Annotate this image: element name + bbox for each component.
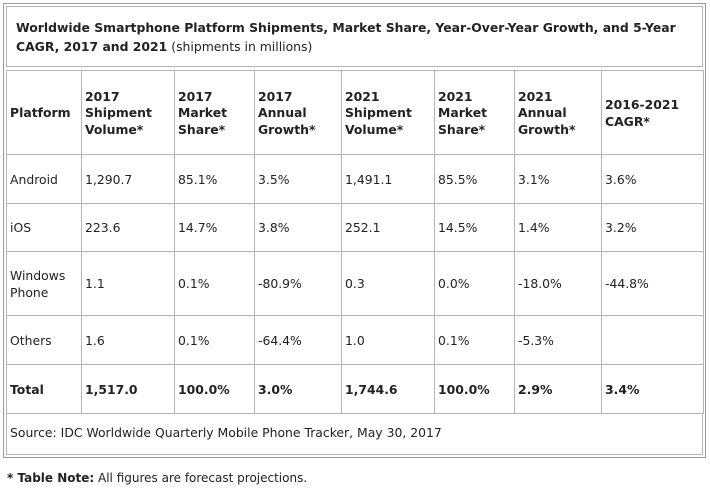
table-cell: -5.3% xyxy=(514,315,602,365)
table-cell: 1,491.1 xyxy=(341,154,435,204)
title-box: Worldwide Smartphone Platform Shipments,… xyxy=(6,6,703,67)
table-cell: Total xyxy=(6,364,82,414)
table-cell: 3.5% xyxy=(254,154,342,204)
source-box: Source: IDC Worldwide Quarterly Mobile P… xyxy=(6,413,703,455)
table-cell: 3.2% xyxy=(601,203,704,252)
table-cell: 1.4% xyxy=(514,203,602,252)
table-title-units: (shipments in millions) xyxy=(171,39,313,54)
header-cell: 2016-2021 CAGR* xyxy=(601,70,704,155)
table-cell: Others xyxy=(6,315,82,365)
table-cell: 3.0% xyxy=(254,364,342,414)
source-text: Source: IDC Worldwide Quarterly Mobile P… xyxy=(10,425,442,440)
table-cell: -44.8% xyxy=(601,251,704,316)
table-cell xyxy=(601,315,704,365)
header-cell: 2021 Annual Growth* xyxy=(514,70,602,155)
table-cell: 1.1 xyxy=(81,251,175,316)
table-row: iOS 223.6 14.7% 3.8% 252.1 14.5% 1.4% 3.… xyxy=(6,203,704,252)
table-cell: 0.0% xyxy=(434,251,515,316)
table-cell: iOS xyxy=(6,203,82,252)
table-cell: -80.9% xyxy=(254,251,342,316)
table-cell: Android xyxy=(6,154,82,204)
table-note: * Table Note: All figures are forecast p… xyxy=(7,471,307,485)
table-row: Others 1.6 0.1% -64.4% 1.0 0.1% -5.3% xyxy=(6,315,704,365)
table-cell: 1,290.7 xyxy=(81,154,175,204)
table-cell: -64.4% xyxy=(254,315,342,365)
table-cell: Windows Phone xyxy=(6,251,82,316)
table-cell: 1.0 xyxy=(341,315,435,365)
table-row: Windows Phone 1.1 0.1% -80.9% 0.3 0.0% -… xyxy=(6,251,704,316)
header-row: Platform 2017 Shipment Volume* 2017 Mark… xyxy=(6,70,704,155)
table-cell: 0.1% xyxy=(174,315,255,365)
total-row: Total 1,517.0 100.0% 3.0% 1,744.6 100.0%… xyxy=(6,364,704,414)
table-cell: 1.6 xyxy=(81,315,175,365)
table-cell: 3.1% xyxy=(514,154,602,204)
header-cell: 2017 Annual Growth* xyxy=(254,70,342,155)
header-cell: 2021 Market Share* xyxy=(434,70,515,155)
header-cell: Platform xyxy=(6,70,82,155)
header-cell: 2021 Shipment Volume* xyxy=(341,70,435,155)
table-cell: 3.4% xyxy=(601,364,704,414)
table-cell: 3.6% xyxy=(601,154,704,204)
table-cell: -18.0% xyxy=(514,251,602,316)
table-cell: 14.5% xyxy=(434,203,515,252)
table-row: Android 1,290.7 85.1% 3.5% 1,491.1 85.5%… xyxy=(6,154,704,204)
table-frame xyxy=(3,3,706,458)
header-cell: 2017 Shipment Volume* xyxy=(81,70,175,155)
table-cell: 2.9% xyxy=(514,364,602,414)
table-cell: 1,744.6 xyxy=(341,364,435,414)
table-cell: 3.8% xyxy=(254,203,342,252)
table-cell: 0.1% xyxy=(174,251,255,316)
table-cell: 14.7% xyxy=(174,203,255,252)
header-cell: 2017 Market Share* xyxy=(174,70,255,155)
shipments-table: Platform 2017 Shipment Volume* 2017 Mark… xyxy=(6,70,704,414)
table-cell: 0.3 xyxy=(341,251,435,316)
table-cell: 0.1% xyxy=(434,315,515,365)
table-title: Worldwide Smartphone Platform Shipments,… xyxy=(16,18,706,56)
table-title-bold: Worldwide Smartphone Platform Shipments,… xyxy=(16,20,676,54)
table-cell: 1,517.0 xyxy=(81,364,175,414)
table-cell: 100.0% xyxy=(174,364,255,414)
table-cell: 100.0% xyxy=(434,364,515,414)
table-cell: 85.1% xyxy=(174,154,255,204)
table-note-label: * Table Note: xyxy=(7,471,95,485)
table-cell: 223.6 xyxy=(81,203,175,252)
table-note-text: All figures are forecast projections. xyxy=(98,471,308,485)
table-cell: 252.1 xyxy=(341,203,435,252)
table-cell: 85.5% xyxy=(434,154,515,204)
